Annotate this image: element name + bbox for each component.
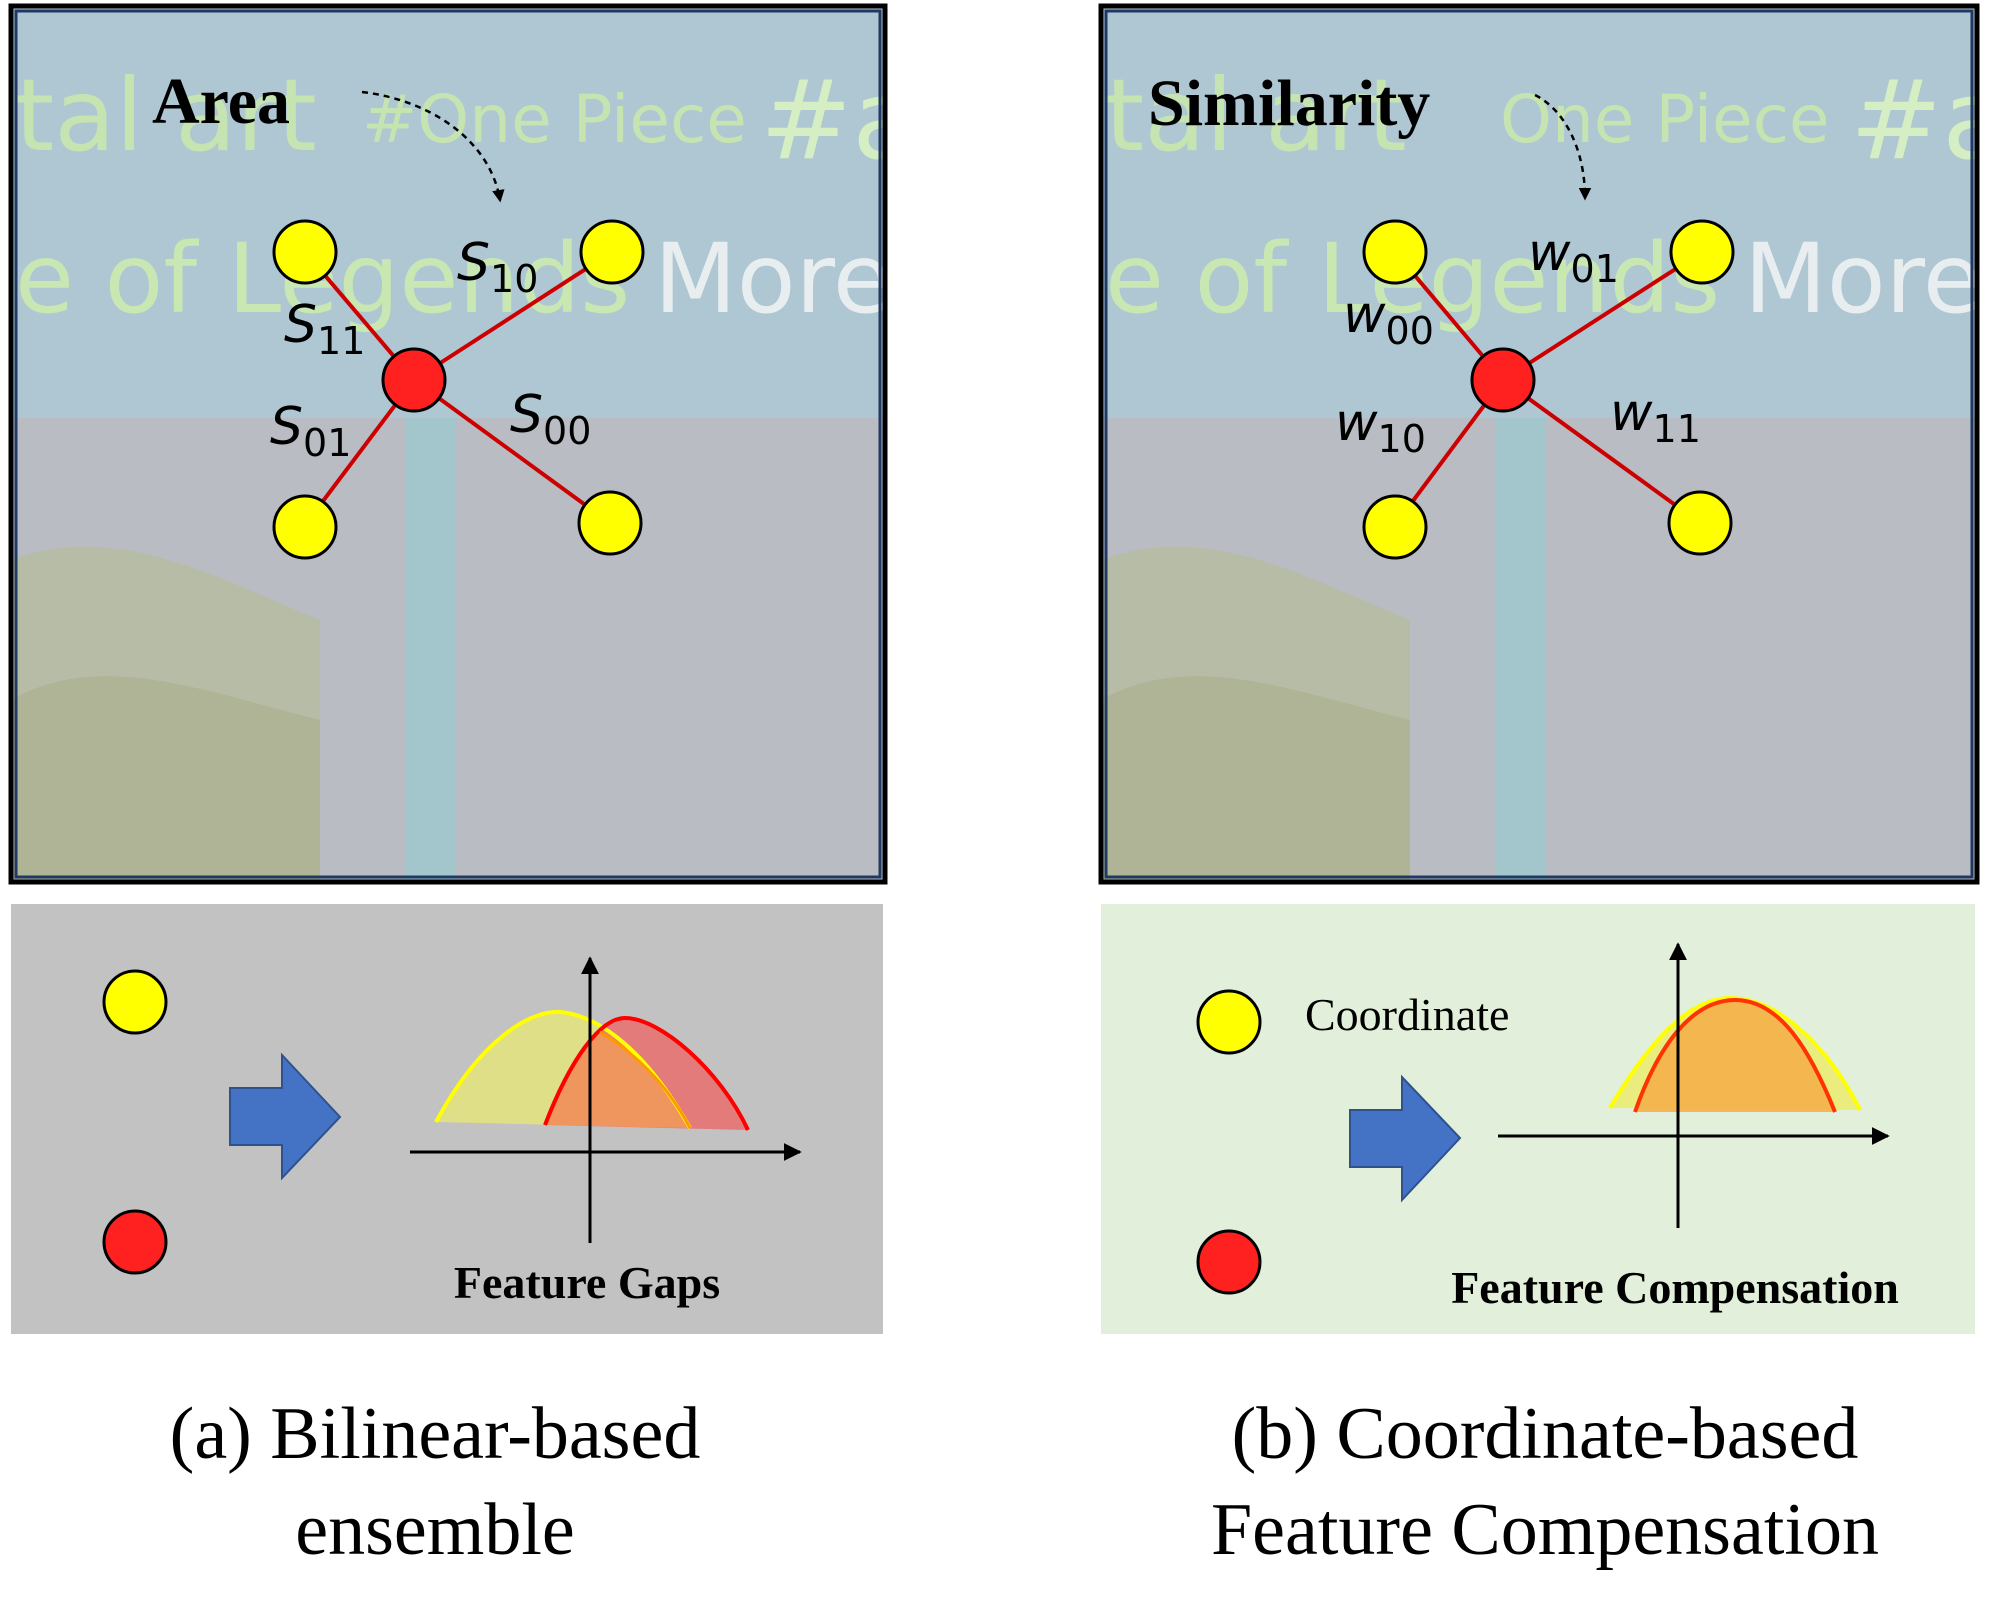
panel-a-dashed-arrow [361, 90, 505, 203]
panel-a-title: Area [152, 65, 290, 138]
panel-b-bg-text-2: One Piece [1500, 81, 1830, 158]
panel-a-image: tal art #One Piece #a e of Legends More [8, 3, 920, 885]
panel-b-bg-text-5: More [1744, 223, 1982, 335]
panel-a-distribution-box: Feature Gaps [11, 904, 883, 1334]
red-point [102, 1209, 168, 1275]
panel-b-title: Similarity [1148, 67, 1430, 140]
edge-top-right [1501, 250, 1704, 382]
panel-b-image: tal art One Piece #a e of Legends More [1098, 3, 1992, 885]
yellow-point [272, 494, 338, 560]
panel-a-frame [8, 3, 888, 885]
yellow-point [577, 490, 643, 556]
weight-label-bottom-left: S01 [270, 397, 351, 465]
weight-label-bottom-right: w11 [1610, 383, 1701, 451]
weight-label-top-right: w01 [1528, 223, 1619, 291]
red-point [1196, 1229, 1262, 1295]
edge-bottom-right [1501, 378, 1702, 525]
yellow-distribution-curve [434, 1009, 692, 1129]
panel-b-bg-text-1: tal art [1105, 57, 1407, 174]
red-point [1470, 347, 1536, 413]
blue-arrow-icon [229, 1052, 342, 1181]
yellow-point [272, 219, 338, 285]
panel-b-bg-text-3: #a [1850, 56, 1992, 184]
yellow-point [579, 219, 645, 285]
panel-b-dashed-arrow [1534, 93, 1592, 201]
blue-arrow-icon [1349, 1074, 1462, 1203]
red-distribution-curve [543, 1015, 750, 1131]
panel-b-caption-line-2: Feature Compensation [1211, 1489, 1879, 1571]
yellow-point [1196, 989, 1262, 1055]
panel-b-frame [1098, 3, 1980, 885]
panel-a-caption-line-2: ensemble [295, 1489, 574, 1571]
panel-a-bg-text-3: #a [760, 56, 920, 184]
weight-label-top-right: S10 [457, 233, 538, 301]
yellow-distribution-curve [1608, 995, 1862, 1111]
panel-b-distribution-box: Coordinate Feature Compensation [1101, 904, 1975, 1334]
weight-label-bottom-right: S00 [510, 385, 591, 453]
edge-bottom-right [412, 378, 612, 525]
red-point [381, 347, 447, 413]
panel-a-bg-text-2: #One Piece [362, 81, 747, 158]
panel-a-sampling-diagram: S11 S10 S01 S00 [270, 219, 645, 560]
panel-a-bg-text-5: More [654, 223, 892, 335]
coordinate-label: Coordinate [1305, 989, 1509, 1040]
feature-compensation-label: Feature Compensation [1451, 1262, 1899, 1313]
yellow-point [1362, 219, 1428, 285]
edge-top-right [412, 250, 614, 382]
feature-gaps-label: Feature Gaps [454, 1257, 720, 1308]
red-distribution-curve [1633, 997, 1837, 1113]
panel-a-caption-line-1: (a) Bilinear-based [170, 1393, 701, 1475]
yellow-point [1669, 219, 1735, 285]
weight-label-top-left: S11 [284, 295, 365, 363]
weight-label-top-left: w00 [1343, 285, 1434, 353]
yellow-point [102, 969, 168, 1035]
panel-b-sampling-diagram: w00 w01 w10 w11 [1335, 219, 1735, 560]
yellow-point [1667, 490, 1733, 556]
panel-a-bg-text-1: tal art [15, 57, 317, 174]
weight-label-bottom-left: w10 [1335, 393, 1426, 461]
panel-b-caption-line-1: (b) Coordinate-based [1232, 1393, 1859, 1475]
yellow-point [1362, 494, 1428, 560]
